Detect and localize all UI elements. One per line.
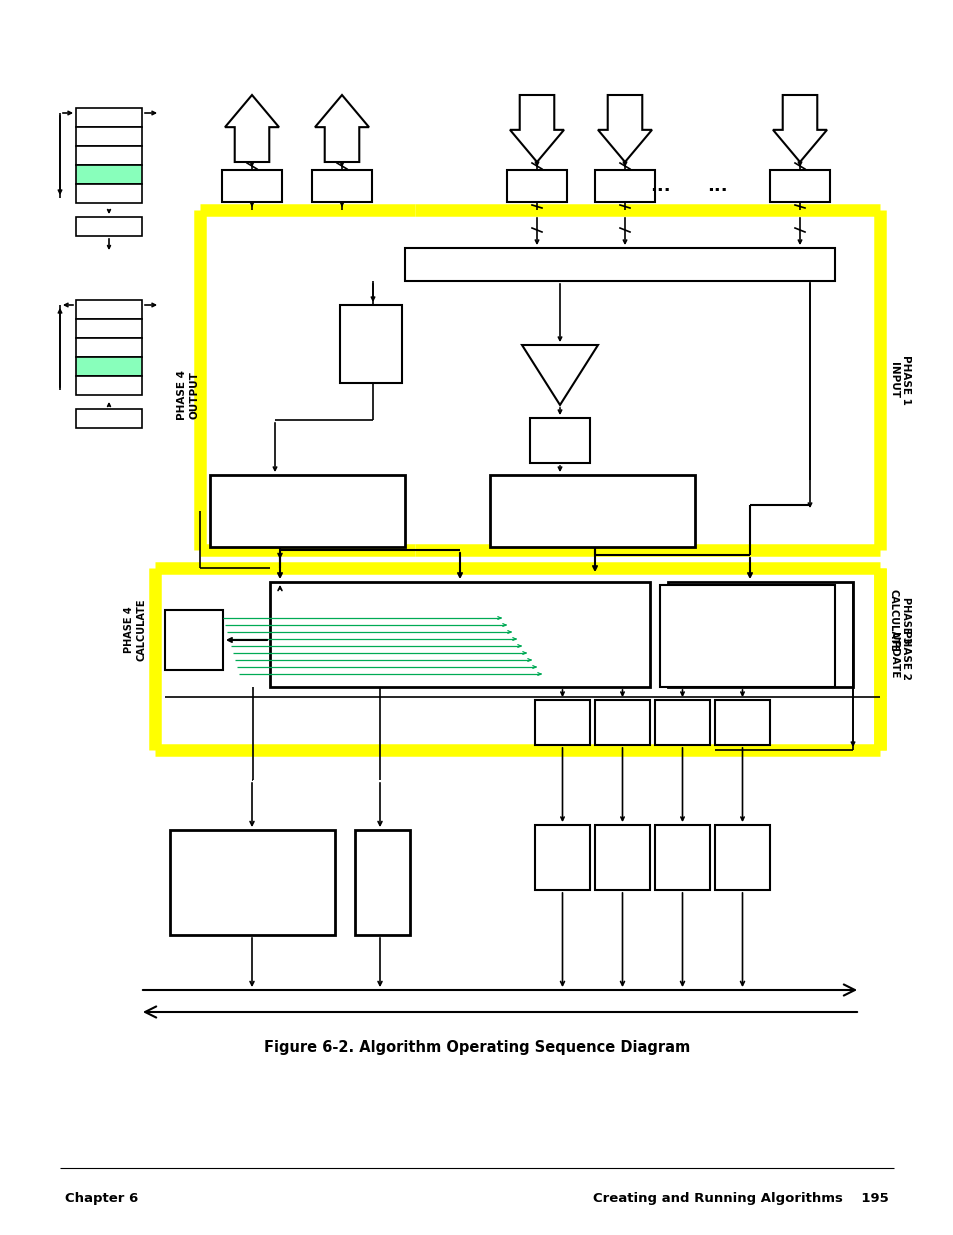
Text: ...: ... — [706, 177, 726, 195]
Bar — [659, 585, 834, 687]
Bar — [595, 825, 649, 890]
Bar — [714, 700, 769, 745]
Text: PHASE 2
UPDATE: PHASE 2 UPDATE — [888, 630, 910, 680]
Bar — [76, 338, 142, 357]
Bar — [210, 475, 405, 547]
Bar — [530, 417, 589, 463]
Bar — [76, 409, 142, 429]
Text: PHASE 1
INPUT: PHASE 1 INPUT — [888, 356, 910, 405]
Bar — [490, 475, 695, 547]
Polygon shape — [598, 95, 651, 162]
Polygon shape — [772, 95, 826, 162]
Bar — [312, 170, 372, 203]
Bar — [76, 217, 142, 236]
Bar — [535, 825, 589, 890]
Bar — [595, 700, 649, 745]
Bar — [76, 319, 142, 338]
Bar — [165, 610, 223, 671]
Bar — [76, 300, 142, 319]
Bar — [76, 375, 142, 395]
Polygon shape — [225, 95, 278, 162]
Bar — [655, 700, 709, 745]
Bar — [769, 170, 829, 203]
Polygon shape — [510, 95, 563, 162]
Polygon shape — [314, 95, 369, 162]
Text: Chapter 6: Chapter 6 — [65, 1192, 138, 1205]
Text: PHASE 4
CALCULATE: PHASE 4 CALCULATE — [124, 599, 146, 661]
Bar — [355, 830, 410, 935]
Bar — [170, 830, 335, 935]
Text: ...: ... — [649, 177, 670, 195]
Bar — [76, 127, 142, 146]
Bar — [270, 582, 649, 687]
Bar — [76, 357, 142, 375]
Bar — [595, 170, 655, 203]
Text: PHASE 3
CALCULATE: PHASE 3 CALCULATE — [888, 589, 910, 651]
Polygon shape — [521, 345, 598, 405]
Text: PHASE 4
OUTPUT: PHASE 4 OUTPUT — [176, 370, 199, 420]
Bar — [76, 107, 142, 127]
Bar — [506, 170, 566, 203]
Bar — [655, 825, 709, 890]
Bar — [667, 582, 852, 687]
Bar — [76, 165, 142, 184]
Bar — [535, 700, 589, 745]
Bar — [714, 825, 769, 890]
Bar — [339, 305, 401, 383]
Bar — [405, 248, 834, 282]
Bar — [222, 170, 282, 203]
Text: Figure 6-2. Algorithm Operating Sequence Diagram: Figure 6-2. Algorithm Operating Sequence… — [264, 1040, 689, 1055]
Bar — [76, 146, 142, 165]
Text: Creating and Running Algorithms    195: Creating and Running Algorithms 195 — [593, 1192, 888, 1205]
Bar — [76, 184, 142, 203]
